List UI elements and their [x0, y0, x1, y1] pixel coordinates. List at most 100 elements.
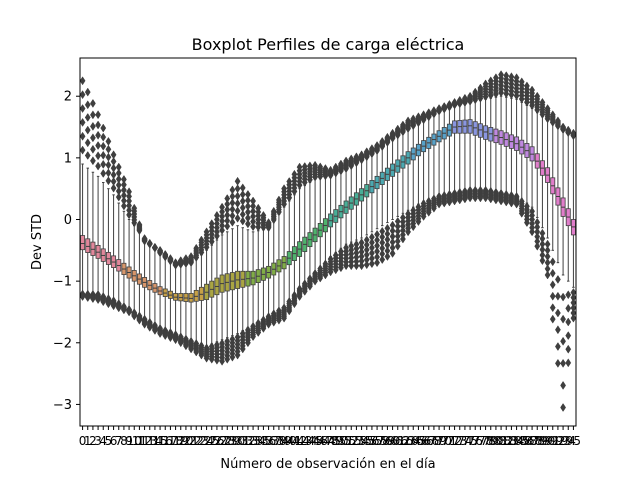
outlier-point [498, 196, 504, 206]
outlier-point [487, 194, 494, 204]
outlier-point [115, 303, 122, 313]
box-41 [291, 169, 298, 309]
outlier-point [110, 183, 117, 193]
outlier-point [343, 261, 349, 271]
box-64 [410, 114, 417, 232]
outlier-point [105, 152, 112, 162]
box-body [85, 238, 91, 253]
outlier-point [534, 241, 541, 251]
y-axis: 2 1 0 −1 −2 −3 [53, 90, 80, 413]
outlier-point [322, 270, 329, 280]
box-32 [245, 189, 251, 348]
box-71 [446, 99, 453, 207]
outlier-point [90, 144, 96, 154]
box-81 [498, 70, 504, 206]
outlier-point [560, 403, 566, 412]
outlier-point [374, 141, 380, 150]
outlier-point [79, 90, 86, 100]
x-tick-label: 3 [94, 434, 102, 448]
x-tick-label: 11 [132, 434, 147, 448]
box-body [477, 123, 483, 138]
outlier-point [250, 206, 256, 216]
outlier-point [250, 201, 256, 211]
x-tick-label: 29 [225, 434, 240, 448]
x-tick-label: 80 [488, 434, 503, 448]
box-body [483, 125, 489, 140]
outlier-point [353, 261, 360, 271]
outlier-point [503, 71, 510, 81]
outlier-point [332, 265, 339, 275]
box-45 [312, 160, 318, 286]
x-tick-label: 86 [519, 434, 534, 448]
outlier-point [327, 165, 334, 175]
box-50 [338, 159, 344, 273]
plot-frame [79, 57, 577, 427]
box-91 [549, 110, 556, 324]
outlier-point [115, 186, 122, 196]
box-75 [467, 91, 473, 203]
x-tick-label: 6 [110, 434, 118, 448]
outlier-point [239, 344, 246, 354]
x-tick-label: 23 [194, 434, 209, 448]
outlier-point [121, 305, 127, 315]
outlier-point [245, 207, 251, 217]
outlier-point [126, 205, 132, 215]
outlier-point [219, 211, 225, 221]
outlier-point [250, 332, 256, 342]
outlier-point [110, 177, 117, 186]
outlier-point [203, 353, 210, 363]
outlier-point [317, 273, 324, 283]
x-tick-label: 42 [292, 434, 307, 448]
x-tick-label: 69 [431, 434, 446, 448]
x-tick-label: 77 [473, 434, 488, 448]
outlier-point [534, 91, 541, 101]
box-68 [431, 106, 437, 213]
x-tick-label: 81 [493, 434, 508, 448]
outlier-point [286, 306, 293, 316]
outlier-point [560, 314, 566, 324]
outlier-point [188, 344, 194, 354]
outlier-point [95, 130, 101, 140]
outlier-point [472, 193, 479, 203]
box-9 [126, 187, 132, 317]
outlier-point [250, 196, 256, 206]
outlier-point [95, 141, 101, 150]
outlier-point [529, 85, 535, 95]
outlier-point [539, 97, 546, 107]
box-43 [301, 162, 308, 296]
outlier-point [208, 354, 215, 364]
outlier-point [518, 77, 525, 87]
outlier-point [105, 160, 112, 170]
outlier-point [555, 325, 561, 335]
x-tick-label: 33 [245, 434, 260, 448]
x-tick-label: 61 [390, 434, 405, 448]
outlier-point [177, 338, 184, 348]
outlier-point [79, 104, 86, 114]
box-62 [400, 120, 406, 244]
outlier-point [472, 87, 479, 97]
outlier-point [446, 197, 453, 207]
outlier-point [276, 315, 282, 325]
outlier-point [544, 104, 551, 114]
box-85 [518, 77, 525, 218]
outlier-point [358, 261, 365, 271]
outlier-point [90, 110, 96, 120]
outlier-point [245, 201, 251, 211]
outlier-point [121, 190, 127, 200]
outlier-point [415, 217, 422, 227]
outlier-point [363, 147, 370, 157]
outlier-point [379, 136, 386, 146]
x-tick-label: 31 [235, 434, 250, 448]
outlier-point [565, 358, 572, 368]
x-tick-label: 12 [137, 434, 152, 448]
outlier-point [555, 291, 561, 301]
outlier-point [95, 161, 101, 171]
outlier-point [84, 100, 91, 110]
outlier-point [482, 193, 489, 203]
outlier-point [95, 110, 101, 120]
box-body [188, 293, 194, 303]
outlier-point [167, 333, 174, 343]
outlier-point [141, 319, 148, 329]
outlier-point [338, 159, 344, 169]
